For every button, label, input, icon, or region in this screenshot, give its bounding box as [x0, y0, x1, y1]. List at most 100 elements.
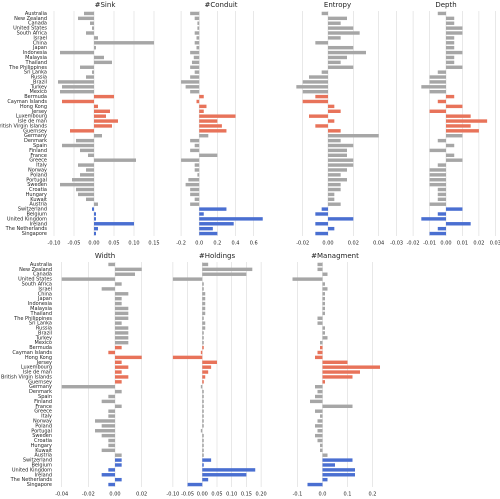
- bar: [446, 41, 455, 45]
- bar: [328, 192, 335, 197]
- bar: [446, 16, 455, 21]
- category-label: Japan: [37, 296, 52, 302]
- bar: [429, 75, 446, 79]
- bar: [322, 331, 325, 335]
- bar: [429, 178, 446, 182]
- bar: [328, 36, 341, 40]
- category-label: Hong Kong: [25, 355, 52, 361]
- bar: [78, 16, 94, 21]
- bar: [322, 292, 325, 296]
- bar: [60, 182, 94, 187]
- bar: [446, 153, 455, 158]
- bar: [94, 212, 96, 216]
- bar: [115, 389, 122, 394]
- bar: [197, 173, 200, 177]
- bar: [94, 158, 136, 162]
- category-label: Switzerland: [18, 207, 47, 213]
- bar: [115, 331, 129, 335]
- bar: [62, 85, 94, 89]
- bar: [437, 138, 446, 143]
- category-label: Mexico: [30, 89, 47, 95]
- bar: [94, 226, 98, 231]
- bar: [94, 45, 96, 50]
- bar: [115, 458, 122, 462]
- bar: [315, 385, 323, 389]
- category-label: United Kingdom: [7, 216, 47, 222]
- bar: [115, 292, 129, 296]
- category-label: Spain: [38, 394, 52, 400]
- category-label: Hungary: [26, 192, 47, 198]
- bar: [62, 99, 94, 104]
- bar: [321, 207, 328, 211]
- x-tick-label: 0.2: [369, 492, 377, 498]
- bar: [446, 124, 471, 128]
- bar: [115, 272, 135, 276]
- category-label: Australia: [25, 11, 47, 17]
- bar: [322, 458, 353, 462]
- category-label: Canada: [33, 272, 52, 278]
- bar: [199, 119, 218, 123]
- bar: [190, 50, 200, 55]
- category-label: Indonesia: [28, 301, 52, 307]
- bar: [115, 355, 142, 360]
- category-label: Greece: [29, 158, 47, 164]
- bar: [94, 104, 98, 109]
- bar: [328, 31, 360, 35]
- bar: [328, 138, 341, 143]
- bar: [322, 380, 325, 384]
- bar: [196, 45, 200, 50]
- bar: [202, 331, 204, 335]
- category-label: Poland: [35, 423, 52, 429]
- bar: [429, 89, 446, 94]
- bar: [108, 394, 115, 399]
- x-tick-label: 0.01: [457, 241, 468, 247]
- bar: [317, 350, 323, 355]
- category-label: Canada: [28, 21, 47, 27]
- bar: [172, 277, 203, 281]
- bar: [202, 409, 204, 413]
- bar: [328, 21, 341, 25]
- bar: [202, 463, 204, 467]
- bar: [202, 292, 206, 296]
- bar: [200, 350, 203, 355]
- bar: [429, 80, 446, 84]
- bar: [202, 360, 217, 364]
- category-label: Jersey: [31, 109, 47, 115]
- bar: [199, 212, 204, 216]
- bar: [190, 148, 200, 153]
- bar: [328, 55, 347, 60]
- bar: [302, 80, 328, 84]
- bar: [80, 173, 94, 177]
- bar: [202, 419, 204, 423]
- x-tick-label: -0.02: [407, 241, 420, 247]
- bar: [115, 453, 122, 457]
- bar: [322, 301, 325, 306]
- bar: [202, 272, 247, 276]
- category-label: Kuwait: [30, 197, 47, 203]
- bar: [328, 226, 335, 231]
- bar: [86, 168, 94, 172]
- category-label: Belgium: [32, 462, 53, 468]
- bar: [429, 168, 446, 172]
- bar: [199, 231, 218, 236]
- category-label: Israel: [33, 35, 47, 41]
- bar: [322, 365, 380, 369]
- bar: [322, 473, 355, 477]
- bar: [202, 365, 212, 369]
- category-label: Finland: [34, 399, 52, 405]
- bar: [108, 414, 115, 418]
- bar: [202, 306, 206, 311]
- bar: [202, 375, 206, 379]
- category-label: Malaysia: [25, 55, 47, 61]
- bar: [309, 114, 328, 118]
- category-label: Thailand: [30, 311, 52, 317]
- bar: [322, 375, 353, 379]
- category-label: Hungary: [31, 443, 52, 449]
- bar: [94, 36, 98, 40]
- x-tick-label: 0.00: [197, 492, 208, 498]
- bar: [446, 26, 463, 30]
- bar: [95, 429, 115, 433]
- panel-title: #Managment: [311, 252, 359, 260]
- bar: [317, 262, 323, 267]
